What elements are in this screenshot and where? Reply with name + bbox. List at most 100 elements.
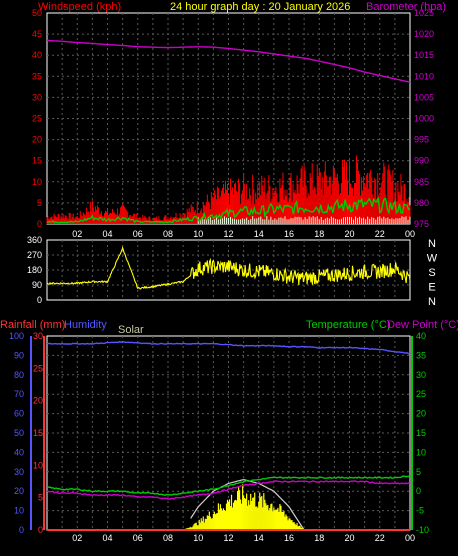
y-tick-label-wind: 35: [32, 71, 42, 81]
x-tick-label: 02: [72, 533, 82, 543]
compass-label: W: [427, 253, 438, 265]
y-tick-label-direction: 90: [32, 280, 42, 290]
y-tick-label-humidity: 90: [14, 350, 24, 360]
x-tick-label: 00: [405, 229, 415, 239]
x-tick-label: 18: [314, 229, 324, 239]
solar-label: Solar: [118, 324, 144, 336]
y-tick-label-barometer: 1015: [414, 50, 434, 60]
y-tick-label-wind: 40: [32, 50, 42, 60]
y-tick-label-humidity: 40: [14, 447, 24, 457]
y-tick-label-direction: 180: [27, 265, 42, 275]
y-tick-label-temperature: -10: [416, 525, 429, 535]
y-tick-label-barometer: 1000: [414, 114, 434, 124]
compass-label: N: [428, 238, 436, 250]
compass-label: S: [428, 267, 435, 279]
compass-label: N: [428, 296, 436, 308]
y-tick-label-rain: 0: [38, 525, 43, 535]
y-tick-label-temperature: 15: [416, 428, 426, 438]
wind-average-line: [46, 197, 411, 224]
y-tick-label-direction: 270: [27, 250, 42, 260]
humidity-axis-label: Humidity: [64, 319, 107, 331]
temperature-axis-label: Temperature (°C): [306, 319, 390, 331]
y-tick-label-humidity: 50: [14, 428, 24, 438]
dewpoint-line: [46, 480, 411, 500]
humidity-line: [46, 340, 411, 355]
y-tick-label-barometer: 975: [414, 219, 429, 229]
x-tick-label: 12: [223, 533, 233, 543]
y-tick-label-temperature: 20: [416, 409, 426, 419]
y-tick-label-wind: 5: [37, 198, 42, 208]
y-tick-label-wind: 15: [32, 156, 42, 166]
y-tick-label-wind: 25: [32, 114, 42, 124]
x-tick-label: 14: [254, 229, 264, 239]
y-tick-label-wind: 45: [32, 29, 42, 39]
y-tick-label-wind: 30: [32, 92, 42, 102]
x-tick-label: 20: [344, 229, 354, 239]
windspeed-axis-label: Windspeed (kph): [38, 1, 121, 13]
y-tick-label-barometer: 1010: [414, 71, 434, 81]
x-tick-label: 02: [72, 229, 82, 239]
x-tick-label: 22: [375, 229, 385, 239]
chart-title: 24 hour graph day : 20 January 2026: [170, 1, 350, 13]
x-tick-label: 20: [344, 533, 354, 543]
x-tick-label: 04: [102, 533, 112, 543]
x-tick-label: 08: [163, 533, 173, 543]
y-tick-label-temperature: 30: [416, 370, 426, 380]
y-tick-label-barometer: 1025: [414, 8, 434, 18]
y-tick-label-temperature: -5: [416, 506, 424, 516]
rainfall-axis-label: Rainfall (mm): [0, 319, 65, 331]
y-tick-label-temperature: 0: [416, 486, 421, 496]
temperature-line: [46, 474, 411, 497]
y-tick-label-temperature: 10: [416, 447, 426, 457]
y-tick-label-wind: 50: [32, 8, 42, 18]
x-tick-label: 06: [133, 229, 143, 239]
y-tick-label-humidity: 70: [14, 389, 24, 399]
x-tick-label: 22: [375, 533, 385, 543]
y-tick-label-humidity: 10: [14, 506, 24, 516]
y-tick-label-humidity: 30: [14, 467, 24, 477]
y-tick-label-barometer: 1005: [414, 92, 434, 102]
y-tick-label-wind: 0: [37, 219, 42, 229]
y-tick-label-humidity: 80: [14, 370, 24, 380]
y-tick-label-humidity: 0: [19, 525, 24, 535]
y-tick-label-wind: 10: [32, 177, 42, 187]
y-tick-label-temperature: 5: [416, 467, 421, 477]
y-tick-label-barometer: 1020: [414, 29, 434, 39]
x-tick-label: 16: [284, 533, 294, 543]
y-tick-label-rain: 10: [33, 460, 43, 470]
y-tick-label-direction: 0: [37, 295, 42, 305]
x-tick-label: 10: [193, 229, 203, 239]
y-tick-label-temperature: 35: [416, 350, 426, 360]
x-tick-label: 00: [405, 533, 415, 543]
y-tick-label-humidity: 100: [9, 331, 24, 341]
y-tick-label-direction: 360: [27, 235, 42, 245]
x-tick-label: 10: [193, 533, 203, 543]
y-tick-label-rain: 15: [33, 428, 43, 438]
y-tick-label-barometer: 995: [414, 135, 429, 145]
y-tick-label-rain: 25: [33, 363, 43, 373]
y-tick-label-temperature: 25: [416, 389, 426, 399]
y-tick-label-wind: 20: [32, 135, 42, 145]
y-tick-label-temperature: 40: [416, 331, 426, 341]
y-tick-label-barometer: 980: [414, 198, 429, 208]
barometer-axis-label: Barometer (hpa): [366, 1, 446, 13]
compass-label: E: [428, 282, 435, 294]
wind-direction-line: [46, 245, 411, 290]
y-tick-label-rain: 20: [33, 396, 43, 406]
x-tick-label: 14: [254, 533, 264, 543]
y-tick-label-barometer: 990: [414, 156, 429, 166]
y-tick-label-barometer: 985: [414, 177, 429, 187]
y-tick-label-rain: 30: [33, 331, 43, 341]
x-tick-label: 12: [223, 229, 233, 239]
x-tick-label: 06: [133, 533, 143, 543]
x-tick-label: 16: [284, 229, 294, 239]
barometer-line: [46, 39, 411, 83]
dewpoint-axis-label: Dew Point (°C): [387, 319, 458, 331]
y-tick-label-humidity: 60: [14, 409, 24, 419]
x-tick-label: 04: [102, 229, 112, 239]
x-tick-label: 18: [314, 533, 324, 543]
x-tick-label: 08: [163, 229, 173, 239]
y-tick-label-humidity: 20: [14, 486, 24, 496]
